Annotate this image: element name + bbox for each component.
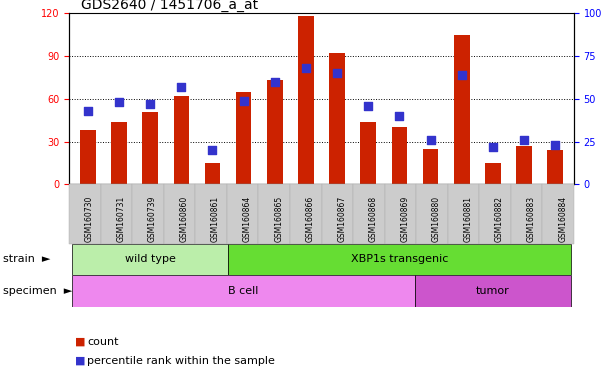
Text: specimen  ►: specimen ► bbox=[3, 286, 72, 296]
Text: GSM160882: GSM160882 bbox=[495, 196, 504, 242]
Text: GSM160861: GSM160861 bbox=[211, 196, 220, 242]
Point bbox=[270, 79, 279, 85]
Text: wild type: wild type bbox=[124, 254, 175, 264]
Text: GSM160860: GSM160860 bbox=[180, 196, 189, 242]
Bar bbox=[392, 127, 407, 184]
Bar bbox=[485, 163, 501, 184]
Point bbox=[395, 113, 404, 119]
Bar bbox=[174, 96, 189, 184]
Bar bbox=[80, 130, 96, 184]
Text: GSM160731: GSM160731 bbox=[117, 196, 126, 242]
Text: count: count bbox=[87, 337, 118, 347]
Point bbox=[364, 103, 373, 109]
Text: GSM160730: GSM160730 bbox=[85, 195, 94, 242]
Bar bbox=[205, 163, 220, 184]
Point bbox=[83, 108, 93, 114]
Bar bbox=[423, 149, 438, 184]
Text: GSM160884: GSM160884 bbox=[558, 196, 567, 242]
Point bbox=[301, 65, 311, 71]
Bar bbox=[516, 146, 532, 184]
Point bbox=[426, 137, 435, 143]
Text: GSM160867: GSM160867 bbox=[337, 196, 346, 242]
Point bbox=[145, 101, 155, 107]
Text: GSM160864: GSM160864 bbox=[243, 196, 252, 242]
Bar bbox=[548, 150, 563, 184]
Point bbox=[332, 70, 342, 76]
Point bbox=[208, 147, 218, 153]
Text: GSM160881: GSM160881 bbox=[463, 196, 472, 242]
Bar bbox=[228, 244, 571, 275]
Text: GSM160739: GSM160739 bbox=[148, 195, 157, 242]
Point bbox=[551, 142, 560, 148]
Text: GSM160883: GSM160883 bbox=[526, 196, 535, 242]
Text: ■: ■ bbox=[75, 356, 85, 366]
Bar bbox=[454, 35, 469, 184]
Text: GSM160880: GSM160880 bbox=[432, 196, 441, 242]
Text: strain  ►: strain ► bbox=[3, 254, 50, 264]
Point bbox=[457, 72, 466, 78]
Text: tumor: tumor bbox=[476, 286, 510, 296]
Point bbox=[177, 84, 186, 90]
Text: XBP1s transgenic: XBP1s transgenic bbox=[351, 254, 448, 264]
Point bbox=[488, 144, 498, 150]
Bar bbox=[111, 122, 127, 184]
Point bbox=[519, 137, 529, 143]
Bar bbox=[361, 122, 376, 184]
Text: GDS2640 / 1451706_a_at: GDS2640 / 1451706_a_at bbox=[81, 0, 258, 12]
Text: GSM160868: GSM160868 bbox=[369, 196, 378, 242]
Bar bbox=[415, 275, 571, 307]
Bar bbox=[329, 53, 345, 184]
Text: percentile rank within the sample: percentile rank within the sample bbox=[87, 356, 275, 366]
Point bbox=[114, 99, 124, 105]
Bar bbox=[267, 80, 282, 184]
Bar bbox=[236, 92, 251, 184]
Bar bbox=[72, 275, 415, 307]
Text: GSM160869: GSM160869 bbox=[400, 196, 409, 242]
Text: B cell: B cell bbox=[228, 286, 259, 296]
Bar bbox=[72, 244, 228, 275]
Bar bbox=[298, 16, 314, 184]
Point bbox=[239, 98, 248, 104]
Text: GSM160866: GSM160866 bbox=[306, 196, 315, 242]
Bar bbox=[142, 112, 158, 184]
Text: ■: ■ bbox=[75, 337, 85, 347]
Text: GSM160865: GSM160865 bbox=[274, 196, 283, 242]
